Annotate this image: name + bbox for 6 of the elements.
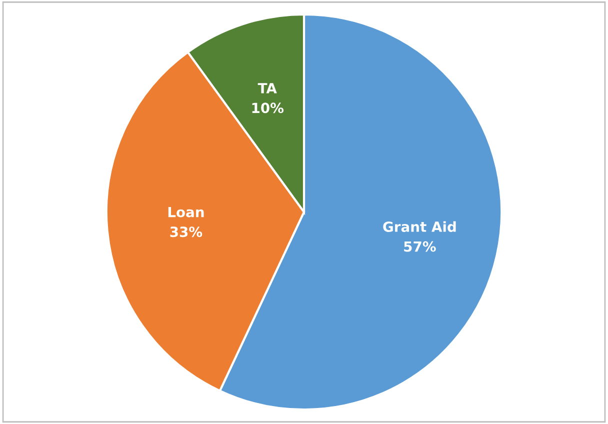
slice-label: Grant Aid [383,221,456,232]
data-label: 57% [404,241,436,252]
slice-label: TA [258,83,277,94]
data-label: 33% [170,226,202,238]
slice-label: Loan [168,206,204,218]
data-label: 10% [252,102,284,114]
